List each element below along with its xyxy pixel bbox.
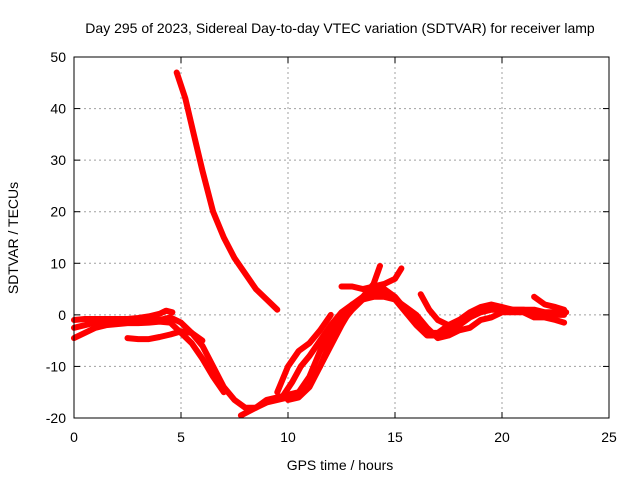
y-tick-label: 20: [50, 204, 66, 220]
y-tick-label: -20: [46, 410, 66, 426]
y-axis-label: SDTVAR / TECUs: [5, 182, 21, 294]
y-tick-label: 30: [50, 152, 66, 168]
y-tick-label: -10: [46, 358, 66, 374]
y-tick-label: 0: [58, 307, 66, 323]
x-tick-label: 20: [494, 429, 510, 445]
data-series: [71, 69, 570, 419]
x-tick-label: 25: [601, 429, 617, 445]
x-tick-label: 15: [387, 429, 403, 445]
y-tick-label: 50: [50, 49, 66, 65]
series-arc-10: [306, 262, 383, 385]
series-arc-13: [531, 293, 568, 313]
series-arc-4: [124, 328, 206, 344]
series-arc-2: [71, 307, 176, 323]
series-arc-12: [417, 291, 463, 329]
series-arc-5: [173, 69, 281, 313]
y-tick-label: 10: [50, 255, 66, 271]
x-tick-label: 5: [177, 429, 185, 445]
y-tick-label: 40: [50, 101, 66, 117]
series-arc-11: [338, 265, 405, 293]
plot-frame: [73, 56, 610, 419]
chart-title: Day 295 of 2023, Sidereal Day-to-day VTE…: [85, 20, 595, 36]
grid-lines: [74, 57, 609, 418]
x-tick-label: 10: [280, 429, 296, 445]
series-arc-9: [274, 311, 334, 396]
series-arc-3: [71, 318, 227, 396]
series-arc-8: [280, 293, 568, 398]
x-tick-label: 0: [70, 429, 78, 445]
x-axis-label: GPS time / hours: [287, 457, 394, 473]
axis-ticks: 0 5 10 15 20 25 -20 -10 0 10 20 30 40 50: [46, 49, 617, 445]
